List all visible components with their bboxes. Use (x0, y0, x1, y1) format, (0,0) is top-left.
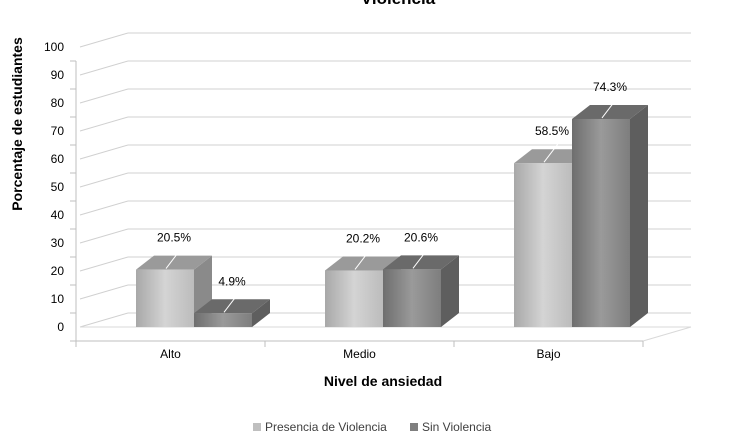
bar-presencia-de-violencia-alto-top (136, 255, 212, 270)
gridline-diag-80 (79, 88, 129, 104)
category-label-alto: Alto (160, 347, 181, 361)
gridline-diag-0 (79, 312, 129, 328)
data-label-sin-violencia-alto: 4.9% (218, 274, 246, 288)
bar-sin-violencia-medio-top (383, 255, 459, 270)
bar-presencia-de-violencia-bajo-front (514, 163, 572, 327)
bar-sin-violencia-bajo-side (630, 104, 648, 328)
gridline-diag-70 (79, 116, 129, 132)
bar-sin-violencia-bajo-front (572, 118, 630, 328)
y-axis-title: Porcentaje de estudiantes (9, 37, 25, 211)
gridline-diag-30 (79, 228, 129, 244)
y-tick-80: 80 (51, 96, 65, 110)
y-tick-50: 50 (51, 180, 65, 194)
category-label-medio: Medio (343, 347, 376, 361)
bar-presencia-de-violencia-alto-front (136, 269, 194, 327)
leader-line-sin-violencia-bajo (601, 96, 619, 119)
gridline-diag-90 (79, 60, 129, 76)
y-tick-10: 10 (51, 292, 65, 306)
gridline-diag-50 (79, 172, 129, 188)
chart-title: Violencia (361, 0, 436, 8)
floor-edge (642, 326, 692, 342)
bars (136, 104, 648, 328)
legend: Presencia de Violencia Sin Violencia (253, 420, 491, 433)
bar-presencia-de-violencia-bajo-top (514, 149, 590, 164)
category-label-bajo: Bajo (536, 347, 560, 361)
y-tick-labels: 0 10 20 30 40 50 60 70 80 90 100 (44, 40, 64, 334)
bar-presencia-de-violencia-medio-front (325, 270, 383, 327)
leader-line-presencia-de-violencia-alto (165, 247, 183, 269)
y-tick-40: 40 (51, 208, 65, 222)
x-axis-title: Nivel de ansiedad (324, 373, 442, 389)
y-tick-100: 100 (44, 40, 64, 54)
category-labels: Alto Medio Bajo (160, 347, 561, 361)
bar-presencia-de-violencia-alto (136, 255, 212, 327)
gridline-diag-10 (79, 284, 129, 300)
gridline-diag-100 (79, 32, 129, 48)
y-tick-30: 30 (51, 236, 65, 250)
bar-sin-violencia-alto (194, 299, 270, 327)
data-label-presencia-de-violencia-bajo: 58.5% (535, 124, 569, 138)
leader-line-sin-violencia-medio (412, 247, 430, 269)
data-label-sin-violencia-medio: 20.6% (404, 230, 438, 244)
y-tick-70: 70 (51, 124, 65, 138)
data-label-presencia-de-violencia-alto: 20.5% (157, 231, 191, 245)
bar-sin-violencia-alto-front (194, 313, 252, 327)
leader-line-presencia-de-violencia-bajo (543, 140, 561, 163)
bar-sin-violencia-medio-front (383, 269, 441, 327)
leader-line-presencia-de-violencia-medio (354, 248, 372, 270)
bar-sin-violencia-alto-top (194, 299, 270, 314)
bar-sin-violencia-alto-side (252, 299, 270, 327)
legend-swatch-sin-violencia (410, 423, 418, 431)
gridline-diag-40 (79, 200, 129, 216)
bar-sin-violencia-medio (383, 255, 459, 327)
gridline-diag-20 (79, 256, 129, 272)
data-labels: 20.5% 4.9% 20.2% 20.6% 58.5% 74.3% (157, 80, 627, 313)
y-tick-60: 60 (51, 152, 65, 166)
data-label-presencia-de-violencia-medio: 20.2% (346, 231, 380, 245)
legend-label-presencia-de-violencia: Presencia de Violencia (265, 420, 387, 433)
legend-swatch-presencia-de-violencia (253, 423, 261, 431)
leader-line-sin-violencia-alto (223, 290, 241, 313)
bar-sin-violencia-bajo-top (572, 104, 648, 119)
y-tick-0: 0 (57, 320, 64, 334)
y-tick-20: 20 (51, 264, 65, 278)
bar-sin-violencia-bajo (572, 104, 648, 328)
y-tick-90: 90 (51, 68, 65, 82)
data-label-sin-violencia-bajo: 74.3% (593, 80, 627, 94)
gridline-diag-60 (79, 144, 129, 160)
bar-sin-violencia-medio-side (441, 255, 459, 327)
legend-label-sin-violencia: Sin Violencia (422, 420, 491, 433)
bar-presencia-de-violencia-medio-top (325, 256, 401, 271)
